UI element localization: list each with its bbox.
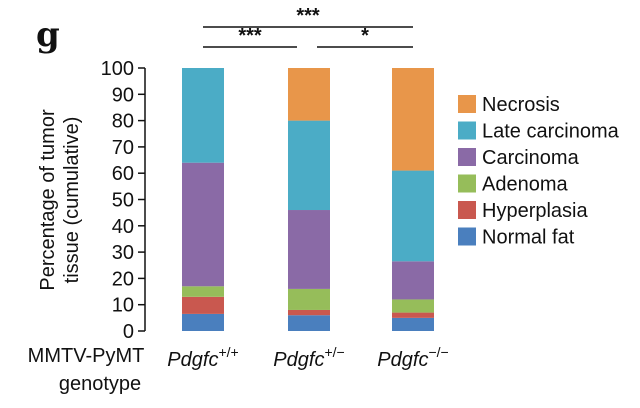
legend-swatch xyxy=(458,201,476,219)
legend-swatch xyxy=(458,227,476,246)
y-tick-label: 50 xyxy=(112,190,134,212)
panel-label: g xyxy=(36,15,60,55)
y-tick-label: 90 xyxy=(112,84,134,106)
bar-segment-necrosis xyxy=(288,68,330,121)
legend-label: Carcinoma xyxy=(482,147,580,169)
y-tick-label: 100 xyxy=(101,58,134,80)
bar-segment-late-carcinoma xyxy=(182,68,224,163)
legend-swatch xyxy=(458,121,476,140)
x-group-label-line-1: MMTV-PyMT xyxy=(28,345,145,367)
bar-segment-hyperplasia xyxy=(392,312,434,318)
bar-segment-normal-fat xyxy=(392,317,434,331)
legend: Necrosis Late carcinoma Carcinoma Adenoma Hy… xyxy=(458,94,620,249)
x-tick-label: Pdgfc+/+ xyxy=(167,344,238,371)
legend-swatch xyxy=(458,148,476,166)
x-tick-labels: Pdgfc+/+ Pdgfc+/− Pdgfc−/− xyxy=(167,344,448,371)
y-tick-label: 10 xyxy=(112,295,134,317)
bar-segment-hyperplasia xyxy=(288,309,330,316)
bar-segment-carcinoma xyxy=(182,162,224,287)
legend-label: Adenoma xyxy=(482,174,568,196)
bar-segment-late-carcinoma xyxy=(288,120,330,211)
bar-segment-carcinoma xyxy=(392,261,434,300)
bar-segment-necrosis xyxy=(392,68,434,171)
y-axis-label: Percentage of tumor tissue (cumulative) xyxy=(37,109,83,291)
bar-segment-carcinoma xyxy=(288,210,330,289)
legend-label: Normal fat xyxy=(482,227,575,249)
legend-label: Late carcinoma xyxy=(482,121,620,143)
y-tick-label: 0 xyxy=(123,321,134,343)
bar-segment-hyperplasia xyxy=(182,296,224,314)
bar-segment-late-carcinoma xyxy=(392,170,434,262)
y-axis: 0 10 20 30 40 50 60 70 80 90 100 xyxy=(101,58,146,343)
significance-label: *** xyxy=(296,5,320,27)
bar-segment-normal-fat xyxy=(288,315,330,331)
significance-label: * xyxy=(361,25,369,47)
y-axis-label-line-1: Percentage of tumor xyxy=(37,109,59,291)
bar-segment-normal-fat xyxy=(182,313,224,331)
x-tick-label: Pdgfc+/− xyxy=(273,344,344,371)
bar-segment-adenoma xyxy=(182,286,224,297)
y-tick-label: 70 xyxy=(112,137,134,159)
x-group-label-line-2: genotype xyxy=(59,373,141,395)
y-tick-label: 60 xyxy=(112,163,134,185)
y-tick-label: 80 xyxy=(112,111,134,133)
y-tick-label: 20 xyxy=(112,268,134,290)
x-tick-label: Pdgfc−/− xyxy=(377,344,448,371)
legend-swatch xyxy=(458,174,476,193)
legend-label: Necrosis xyxy=(482,94,560,116)
y-axis-label-line-2: tissue (cumulative) xyxy=(61,117,83,284)
legend-label: Hyperplasia xyxy=(482,200,588,222)
bar-segment-adenoma xyxy=(288,288,330,310)
bar-segment-adenoma xyxy=(392,299,434,313)
significance-label: *** xyxy=(238,25,262,47)
legend-swatch xyxy=(458,95,476,113)
y-tick-label: 40 xyxy=(112,216,134,238)
y-tick-label: 30 xyxy=(112,242,134,264)
bars xyxy=(182,68,434,331)
significance-brackets: ****** * xyxy=(203,5,413,48)
